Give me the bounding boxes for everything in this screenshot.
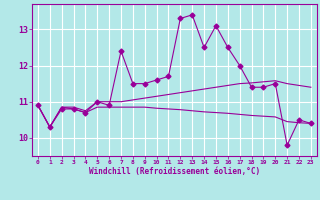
X-axis label: Windchill (Refroidissement éolien,°C): Windchill (Refroidissement éolien,°C) bbox=[89, 167, 260, 176]
